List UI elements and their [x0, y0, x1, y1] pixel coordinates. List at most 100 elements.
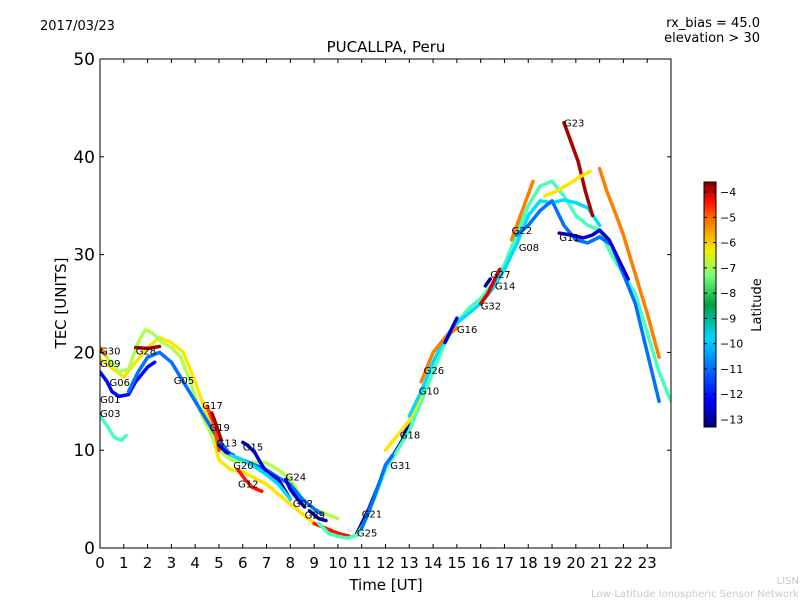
- x-tick-label: 12: [376, 554, 395, 572]
- sat-label-g01: G01: [100, 395, 120, 406]
- x-tick-label: 0: [95, 554, 105, 572]
- sat-label-g31: G31: [390, 461, 410, 472]
- x-tick-label: 1: [119, 554, 129, 572]
- series-g08: [514, 199, 661, 404]
- plot-frame: [99, 58, 672, 549]
- sat-label-g32: G32: [481, 302, 501, 313]
- x-tick-label: 11: [352, 554, 371, 572]
- series-g31: [359, 453, 395, 531]
- colorbar-tick-label: −4: [720, 186, 736, 199]
- colorbar-tick-label: −6: [720, 237, 736, 250]
- series-g20: [229, 453, 293, 501]
- y-tick-label: 30: [73, 246, 95, 266]
- sat-label-g14: G14: [495, 282, 515, 293]
- sat-label-g24: G24: [286, 473, 306, 484]
- colorbar-label: Latitude: [750, 278, 765, 332]
- satellite-labels: G30 G09 G06 G01 G03 G28 G05 G17 G19 G13 G15 G20 G12 G…: [100, 119, 584, 540]
- sat-label-g22: G22: [512, 226, 532, 237]
- x-tick-label: 22: [614, 554, 633, 572]
- colorbar-tick-label: −5: [720, 211, 736, 224]
- series-g24: [283, 477, 307, 509]
- sat-label-g10: G10: [419, 387, 439, 398]
- colorbar-gradient: [703, 181, 717, 428]
- series-g14: [488, 267, 502, 291]
- sat-label-g03: G03: [100, 409, 120, 420]
- x-tick-label: 18: [519, 554, 538, 572]
- sat-label-g29: G29: [305, 511, 325, 522]
- sat-label-g08: G08: [519, 243, 539, 254]
- series-g16: [443, 316, 459, 345]
- date-label: 2017/03/23: [40, 19, 115, 34]
- x-tick-label: 19: [543, 554, 562, 572]
- x-axis: 0 1 2 3 4 5 6 7 8 9 10 11 12 13 14 15 16 17 18 19 20 21 22 23: [95, 59, 657, 572]
- series-g04: [597, 166, 661, 360]
- series-g11: [557, 228, 630, 281]
- x-tick-label: 10: [328, 554, 347, 572]
- y-axis-label: TEC [UNITS]: [52, 258, 70, 350]
- colorbar-tick-label: −8: [720, 287, 736, 300]
- sat-label-g30: G30: [100, 346, 120, 357]
- series-g22: [509, 179, 535, 242]
- lisn-full: Low-Latitude Ionospheric Sensor Network: [591, 589, 799, 600]
- sat-label-g15: G15: [243, 442, 263, 453]
- series-layer: [100, 120, 671, 540]
- x-tick-label: 9: [309, 554, 319, 572]
- x-tick-label: 20: [566, 554, 585, 572]
- x-tick-label: 8: [286, 554, 296, 572]
- x-tick-label: 23: [638, 554, 657, 572]
- x-tick-label: 15: [447, 554, 466, 572]
- colorbar: −4 −5 −6 −7 −8 −9 −10 −11 −12 −13 Latitude: [703, 181, 765, 428]
- elevation-label: elevation > 30: [664, 31, 760, 46]
- series-g18: [383, 394, 423, 452]
- sat-label-g21: G21: [362, 509, 382, 520]
- sat-label-g23: G23: [564, 119, 584, 130]
- series-g03: [100, 414, 128, 443]
- sat-label-g18: G18: [400, 431, 420, 442]
- series-g10: [407, 198, 602, 418]
- sat-label-g11: G11: [559, 233, 579, 244]
- x-tick-label: 7: [262, 554, 272, 572]
- sat-label-g12: G12: [238, 480, 258, 491]
- x-tick-label: 17: [495, 554, 514, 572]
- x-tick-label: 6: [238, 554, 248, 572]
- x-tick-label: 21: [590, 554, 609, 572]
- x-tick-label: 13: [400, 554, 419, 572]
- sat-label-g25: G25: [357, 528, 377, 539]
- colorbar-tick-label: −13: [720, 413, 743, 426]
- colorbar-ticks: −4 −5 −6 −7 −8 −9 −10 −11 −12 −13: [704, 186, 743, 426]
- series-g12: [236, 468, 264, 494]
- sat-label-g09: G09: [100, 359, 120, 370]
- series-g15: [241, 440, 293, 501]
- chart-title: PUCALLPA, Peru: [327, 38, 446, 56]
- series-g19: [210, 411, 224, 443]
- sat-label-g20: G20: [233, 461, 253, 472]
- x-tick-label: 2: [143, 554, 153, 572]
- sat-label-g05: G05: [174, 376, 194, 387]
- x-axis-label: Time [UT]: [348, 576, 422, 594]
- x-tick-label: 16: [471, 554, 490, 572]
- sat-label-g19: G19: [209, 423, 229, 434]
- sat-label-g26: G26: [424, 366, 444, 377]
- sat-label-g13: G13: [217, 438, 237, 449]
- y-tick-label: 50: [73, 50, 95, 70]
- colorbar-tick-label: −7: [720, 262, 736, 275]
- y-tick-label: 0: [84, 539, 95, 559]
- y-axis: 0 10 20 30 40 50: [73, 50, 671, 559]
- y-tick-label: 40: [73, 148, 95, 168]
- series-g07: [543, 169, 592, 198]
- lisn-short: LISN: [777, 576, 799, 587]
- series-g17: [205, 404, 221, 452]
- colorbar-tick-label: −9: [720, 312, 736, 325]
- y-tick-label: 10: [73, 441, 95, 461]
- colorbar-tick-label: −12: [720, 388, 743, 401]
- series-g01: [100, 360, 157, 399]
- series-g23: [562, 120, 595, 218]
- series-g02: [307, 509, 328, 523]
- sat-label-g06: G06: [110, 378, 130, 389]
- x-tick-label: 4: [190, 554, 200, 572]
- colorbar-tick-label: −11: [720, 363, 743, 376]
- x-tick-label: 14: [424, 554, 443, 572]
- series-g09: [100, 335, 316, 526]
- sat-label-g17: G17: [202, 401, 222, 412]
